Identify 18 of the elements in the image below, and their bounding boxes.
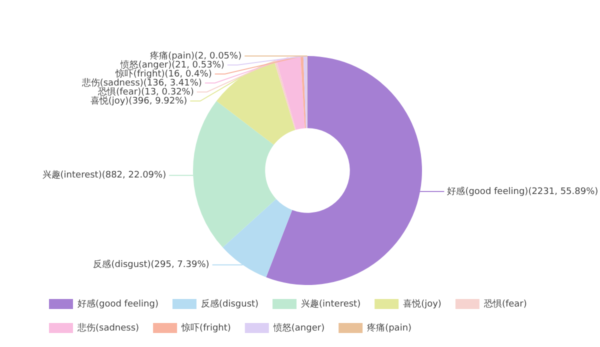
category-label: 兴趣(interest)(882, 22.09%) [42,170,166,181]
category-label: 喜悦(joy)(396, 9.92%) [90,96,188,106]
legend-label: 愤怒(anger) [272,322,325,334]
category-label: 疼痛(pain)(2, 0.05%) [150,51,242,62]
category-label: 惊吓(fright)(16, 0.4%) [115,69,212,80]
legend-label: 反感(disgust) [200,298,259,310]
category-label: 恐惧(fear)(13, 0.32%) [98,87,194,98]
category-label: 反感(disgust)(295, 7.39%) [93,260,210,270]
legend-label: 悲伤(sadness) [76,322,140,334]
legend-label: 好感(good feeling) [78,298,158,310]
legend-label: 惊吓(fright) [180,322,231,334]
category-label: 悲伤(sadness)(136, 3.41%) [82,78,202,88]
category-label: 愤怒(anger)(21, 0.53%) [120,60,224,70]
legend-label: 恐惧(fear) [482,298,527,310]
legend-label: 喜悦(joy) [403,298,442,310]
legend-label: 疼痛(pain) [367,322,412,334]
category-label: 好感(good feeling)(2231, 55.89%) [447,186,598,197]
legend-label: 兴趣(interest) [301,298,361,310]
